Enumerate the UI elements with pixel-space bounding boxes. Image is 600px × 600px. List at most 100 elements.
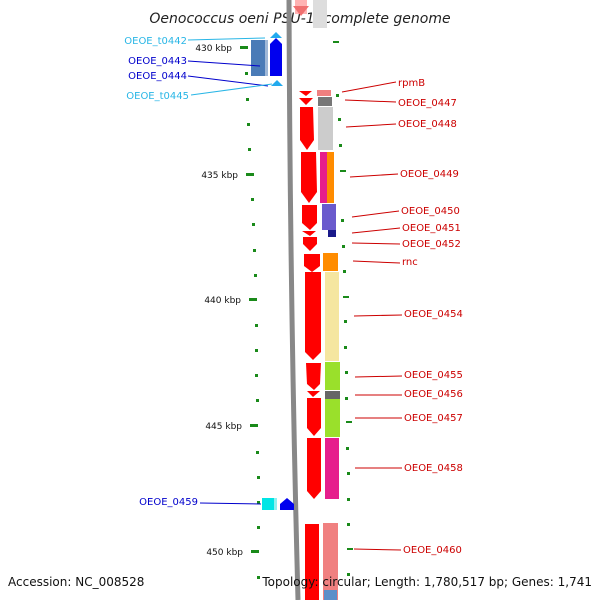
category-block: [323, 253, 338, 271]
gene-arrow-0458: [307, 438, 321, 499]
leader-0444: [187, 75, 269, 87]
minor-tick: [246, 98, 249, 101]
gene-arrow-0449: [301, 152, 317, 203]
gene-block: [313, 0, 327, 28]
leader-0459: [199, 502, 262, 505]
scale-label-445: 445 kbp: [205, 422, 242, 432]
scale-label-430: 430 kbp: [195, 44, 232, 54]
gene-label-0459[interactable]: OEOE_0459: [139, 497, 198, 508]
gene-arrow-0457: [307, 398, 321, 436]
gene-label-0456[interactable]: OEOE_0456: [404, 389, 463, 400]
gene-label-0458[interactable]: OEOE_0458: [404, 463, 463, 474]
minor-tick: [256, 451, 259, 454]
leader-0448: [345, 123, 397, 128]
category-block: [322, 204, 336, 230]
scale-label-435: 435 kbp: [201, 171, 238, 181]
gene-label-0448[interactable]: OEOE_0448: [398, 119, 457, 130]
minor-tick: [339, 144, 342, 147]
gene-label-rnc[interactable]: rnc: [402, 257, 418, 268]
minor-tick: [344, 320, 347, 323]
minor-tick: [255, 324, 258, 327]
gene-arrow-0460: [305, 524, 319, 600]
major-tick-445: [250, 424, 258, 427]
gene-label-0454[interactable]: OEOE_0454: [404, 309, 463, 320]
gene-label-0447[interactable]: OEOE_0447: [398, 98, 457, 109]
minor-tick: [346, 421, 352, 423]
gene-arrow-0455: [306, 363, 321, 390]
minor-tick: [252, 223, 255, 226]
category-block: [323, 523, 338, 600]
gene-label-t0445[interactable]: OEOE_t0445: [126, 91, 189, 102]
forward-genes: [299, 91, 321, 600]
minor-tick: [255, 374, 258, 377]
category-block: [328, 230, 336, 237]
category-blocks: [317, 90, 340, 600]
minor-tick: [336, 94, 339, 97]
leader-t0442: [187, 37, 266, 41]
gene-arrow-0454: [305, 272, 321, 360]
map-title: Oenococcus oeni PSU-1, complete genome: [149, 11, 450, 27]
gene-arrow-0459: [280, 498, 294, 510]
major-tick-440: [249, 298, 257, 301]
minor-tick: [257, 501, 260, 504]
category-block: [320, 152, 327, 203]
gene-label-0451[interactable]: OEOE_0451: [402, 223, 461, 234]
reverse-genes-430: [251, 32, 283, 86]
category-block: [327, 152, 334, 203]
minor-tick: [345, 371, 348, 374]
scale-label-440: 440 kbp: [204, 296, 241, 306]
minor-tick: [257, 576, 260, 579]
gene-label-0452[interactable]: OEOE_0452: [402, 239, 461, 250]
major-tick-430: [240, 46, 248, 49]
gene-block: [274, 498, 277, 510]
label-leaders: [187, 37, 403, 551]
category-block: [325, 399, 340, 437]
category-block: [325, 272, 339, 361]
leader-0455: [354, 375, 403, 378]
gene-label-0455[interactable]: OEOE_0455: [404, 370, 463, 381]
category-block: [324, 590, 337, 600]
minor-tick: [245, 72, 248, 75]
leader-t0445: [190, 83, 273, 96]
gene-arrow-0452: [303, 237, 317, 251]
accession-text: Accession: NC_008528: [8, 575, 144, 589]
gene-label-0457[interactable]: OEOE_0457: [404, 413, 463, 424]
genome-backbone: [286, 0, 301, 600]
gene-label-0444[interactable]: OEOE_0444: [128, 71, 187, 82]
reverse-genes-0459: [262, 498, 294, 510]
topology-text: Topology: circular; Length: 1,780,517 bp…: [261, 575, 592, 589]
leader-0454: [353, 314, 403, 317]
minor-tick: [344, 346, 347, 349]
gene-label-0450[interactable]: OEOE_0450: [401, 206, 460, 217]
gene-block-0443: [251, 40, 265, 76]
trna-arrow-t0445: [271, 80, 283, 86]
gene-arrow-0448: [300, 107, 314, 150]
leader-0460: [353, 548, 402, 551]
minor-tick: [340, 170, 346, 172]
gene-arrow: [293, 6, 309, 16]
gene-arrow-0451: [302, 231, 316, 236]
minor-tick: [347, 548, 353, 550]
gene-arrow-rpmB: [299, 91, 312, 96]
minor-tick: [338, 118, 341, 121]
gene-arrow-0456: [307, 391, 320, 397]
gene-label-0460[interactable]: OEOE_0460: [403, 545, 462, 556]
leader-0449: [349, 173, 399, 178]
leader-0447: [344, 99, 397, 103]
trna-arrow-t0442: [270, 32, 282, 38]
gene-block: [265, 40, 268, 76]
minor-tick: [341, 219, 344, 222]
category-block: [318, 107, 333, 150]
minor-tick: [253, 249, 256, 252]
gene-label-0443[interactable]: OEOE_0443: [128, 56, 187, 67]
gene-label-0449[interactable]: OEOE_0449: [400, 169, 459, 180]
right-gene-labels: rpmB OEOE_0447 OEOE_0448 OEOE_0449 OEOE_…: [398, 78, 463, 556]
minor-tick: [345, 397, 348, 400]
gene-label-rpmB[interactable]: rpmB: [398, 78, 425, 89]
leader-0443: [187, 60, 261, 67]
gene-label-t0442[interactable]: OEOE_t0442: [124, 36, 187, 47]
category-block: [325, 362, 340, 390]
major-tick-450: [251, 550, 259, 553]
leader-0452: [351, 242, 401, 245]
